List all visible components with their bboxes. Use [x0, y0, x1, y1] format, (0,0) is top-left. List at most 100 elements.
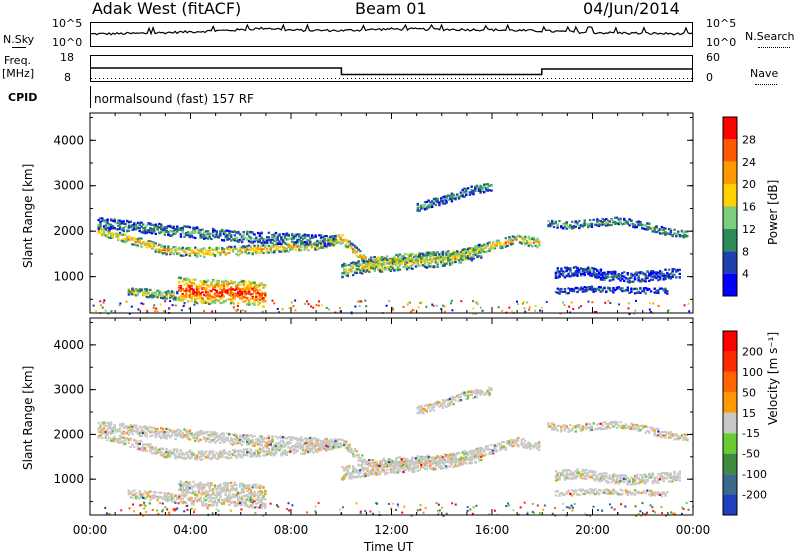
data-cell: [648, 279, 651, 282]
data-cell: [164, 300, 167, 303]
data-cell: [165, 230, 168, 233]
data-cell: [131, 290, 134, 293]
data-cell: [477, 187, 480, 190]
data-cell: [242, 231, 245, 234]
data-cell: [101, 232, 104, 235]
data-cell: [240, 235, 244, 238]
data-cell: [335, 442, 339, 446]
data-cell: [183, 232, 186, 235]
data-cell: [339, 445, 342, 448]
data-cell: [587, 267, 590, 270]
data-cell: [420, 263, 423, 266]
data-cell: [484, 189, 488, 192]
data-cell: [185, 250, 188, 253]
data-cell: [260, 242, 263, 245]
data-cell: [197, 440, 201, 443]
data-cell: [233, 449, 236, 452]
data-cell: [136, 442, 140, 445]
data-cell: [201, 301, 204, 305]
data-cell: [201, 233, 204, 236]
data-cell: [411, 267, 414, 270]
data-cell: [228, 298, 231, 301]
data-cell: [156, 250, 159, 253]
data-cell: [192, 228, 195, 231]
data-cell: [206, 251, 210, 254]
data-cell: [448, 262, 452, 265]
freq-line: [91, 67, 692, 76]
data-cell: [118, 424, 122, 427]
data-cell: [201, 283, 204, 286]
data-cell: [140, 231, 143, 234]
data-cell: [181, 452, 184, 455]
data-cell: [660, 287, 664, 290]
data-cell: [140, 434, 143, 438]
data-cell: [532, 236, 536, 240]
data-cell: [273, 445, 276, 448]
data-cell: [233, 432, 236, 436]
data-cell: [230, 292, 233, 295]
data-cell: [325, 235, 328, 238]
data-cell: [182, 305, 185, 308]
data-cell: [271, 436, 274, 439]
data-cell: [147, 296, 150, 299]
data-cell: [348, 446, 351, 449]
data-cell: [630, 276, 633, 279]
data-cell: [133, 424, 136, 427]
data-cell: [468, 458, 472, 461]
data-cell: [101, 436, 104, 440]
data-cell: [169, 248, 172, 251]
data-cell: [687, 302, 690, 305]
data-cell: [352, 266, 355, 269]
data-cell: [117, 238, 120, 242]
data-cell: [247, 240, 251, 243]
data-cell: [362, 254, 366, 257]
data-cell: [244, 281, 247, 284]
data-cell: [111, 219, 115, 222]
data-cell: [323, 242, 326, 245]
data-cell: [233, 234, 236, 237]
data-cell: [165, 251, 168, 254]
data-cell: [165, 428, 168, 431]
data-cell: [222, 231, 226, 234]
data-cell: [614, 272, 617, 275]
data-cell: [389, 265, 393, 268]
data-cell: [626, 286, 629, 289]
data-cell: [169, 225, 172, 228]
data-cell: [244, 453, 247, 456]
data-cell: [160, 223, 163, 226]
data-cell: [256, 240, 260, 243]
data-cell: [357, 459, 360, 462]
data-cell: [639, 286, 642, 290]
data-cell: [639, 224, 642, 227]
data-cell: [608, 287, 612, 290]
data-cell: [190, 249, 193, 252]
data-cell: [386, 464, 389, 467]
data-cell: [233, 288, 236, 291]
data-cell: [502, 441, 506, 444]
noise-left-tick-top: 10^5: [52, 17, 83, 30]
data-cell: [224, 290, 227, 293]
data-cell: [267, 236, 271, 239]
data-cell: [282, 442, 285, 445]
data-cell: [226, 237, 229, 240]
data-cell: [294, 448, 297, 451]
data-cell: [197, 452, 201, 455]
data-cell: [605, 276, 608, 280]
data-cell: [402, 260, 405, 263]
data-cell: [269, 238, 272, 241]
data-cell: [301, 234, 305, 237]
data-cell: [474, 247, 477, 250]
data-cell: [621, 290, 624, 293]
data-cell: [203, 310, 206, 313]
data-cell: [475, 447, 479, 450]
data-cell: [126, 432, 129, 435]
data-cell: [501, 441, 504, 444]
data-cell: [176, 455, 179, 459]
data-cell: [177, 281, 181, 284]
data-cell: [404, 259, 407, 262]
data-cell: [619, 279, 622, 282]
data-cell: [222, 249, 226, 252]
data-cell: [253, 442, 256, 445]
data-cell: [563, 276, 567, 279]
data-cell: [409, 266, 412, 269]
